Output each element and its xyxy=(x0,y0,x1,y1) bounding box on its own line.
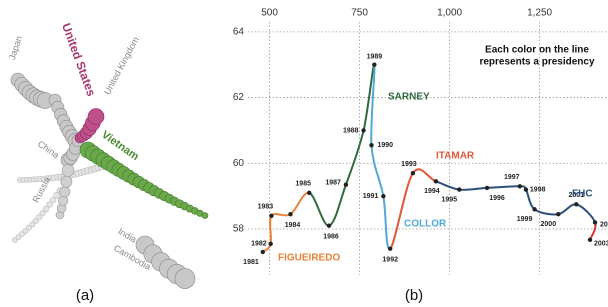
data-point xyxy=(369,143,373,147)
year-label: 1982 xyxy=(251,241,267,248)
year-label: 1999 xyxy=(517,216,533,223)
presidency-label: FHC xyxy=(572,189,593,200)
presidency-label: COLLOR xyxy=(404,219,447,230)
data-point xyxy=(268,242,272,246)
y-tick-label: 58 xyxy=(233,224,245,235)
caption: (a) xyxy=(76,287,94,304)
year-label: 1983 xyxy=(258,204,274,211)
bubble xyxy=(58,196,68,206)
data-point xyxy=(574,202,578,206)
year-label: 2000 xyxy=(541,221,557,228)
line-segment xyxy=(271,214,290,216)
year-label: 1994 xyxy=(424,188,440,195)
y-tick-label: 64 xyxy=(233,26,245,37)
year-label: 1986 xyxy=(323,234,339,241)
year-label: 1991 xyxy=(363,193,379,200)
line-segment xyxy=(346,130,364,184)
year-label: 1990 xyxy=(377,142,393,149)
country-label: China xyxy=(36,139,61,161)
year-label: 1997 xyxy=(504,174,520,181)
data-point xyxy=(556,212,560,216)
year-label: 1998 xyxy=(530,186,546,193)
line-segment xyxy=(413,169,436,181)
country-label: United States xyxy=(59,21,98,98)
country-label: United Kingdom xyxy=(102,35,141,96)
year-label: 2002 xyxy=(600,221,608,228)
presidency-label: ITAMAR xyxy=(436,151,475,162)
bubble xyxy=(88,109,104,125)
data-point xyxy=(388,247,392,251)
data-point xyxy=(588,238,592,242)
data-point xyxy=(269,214,273,218)
figure: Japan United States United Kingdom China… xyxy=(0,0,608,307)
data-point xyxy=(372,63,376,67)
presidency-label: FIGUEIREDO xyxy=(278,253,340,264)
year-label: 1988 xyxy=(343,127,359,134)
line-segment xyxy=(383,196,390,249)
data-point xyxy=(593,220,597,224)
year-label: 1987 xyxy=(325,179,341,186)
line-segment xyxy=(558,204,576,214)
year-label: 1993 xyxy=(401,161,417,168)
country-label: Japan xyxy=(7,35,24,61)
data-point xyxy=(381,194,385,198)
line-segment xyxy=(371,145,383,196)
country-label: India xyxy=(116,226,138,244)
year-label: 1981 xyxy=(243,259,259,266)
caption: (b) xyxy=(405,287,423,304)
line-segment xyxy=(290,193,309,214)
data-point xyxy=(344,182,348,186)
year-label: 2003 xyxy=(594,241,608,248)
line-segment xyxy=(309,193,329,226)
data-point xyxy=(327,224,331,228)
year-label: 1989 xyxy=(367,54,383,61)
bubble xyxy=(61,176,72,187)
line-segment xyxy=(329,185,346,226)
year-label: 1984 xyxy=(285,222,301,229)
line-segment xyxy=(590,222,596,239)
bubble xyxy=(175,269,195,289)
line-segment xyxy=(390,173,413,249)
annotation: represents a presidency xyxy=(479,57,594,68)
x-tick-label: 1,000 xyxy=(437,8,462,19)
bubble xyxy=(60,187,70,197)
year-label: 1996 xyxy=(489,195,505,202)
bubble xyxy=(62,165,74,177)
annotation: Each color on the line xyxy=(485,45,589,56)
data-point xyxy=(457,187,461,191)
line-segment xyxy=(459,188,487,190)
year-label: 1995 xyxy=(442,196,458,203)
line-segment xyxy=(487,186,520,188)
x-tick-label: 750 xyxy=(351,8,368,19)
data-point xyxy=(524,187,528,191)
data-point xyxy=(485,186,489,190)
line-segment xyxy=(535,209,559,214)
data-point xyxy=(532,207,536,211)
data-point xyxy=(411,171,415,175)
line-segment xyxy=(576,204,595,222)
year-label: 1985 xyxy=(295,181,311,188)
data-point xyxy=(261,250,265,254)
bubble xyxy=(202,213,208,219)
data-point xyxy=(288,212,292,216)
x-tick-label: 1,250 xyxy=(527,8,552,19)
x-tick-label: 500 xyxy=(261,8,278,19)
year-label: 1992 xyxy=(382,257,398,264)
data-point xyxy=(434,179,438,183)
data-point xyxy=(361,128,365,132)
presidency-label: SARNEY xyxy=(388,92,430,103)
data-point xyxy=(518,184,522,188)
y-tick-label: 60 xyxy=(233,158,245,169)
line-segment xyxy=(270,216,271,244)
y-tick-label: 62 xyxy=(233,92,245,103)
data-point xyxy=(307,191,311,195)
